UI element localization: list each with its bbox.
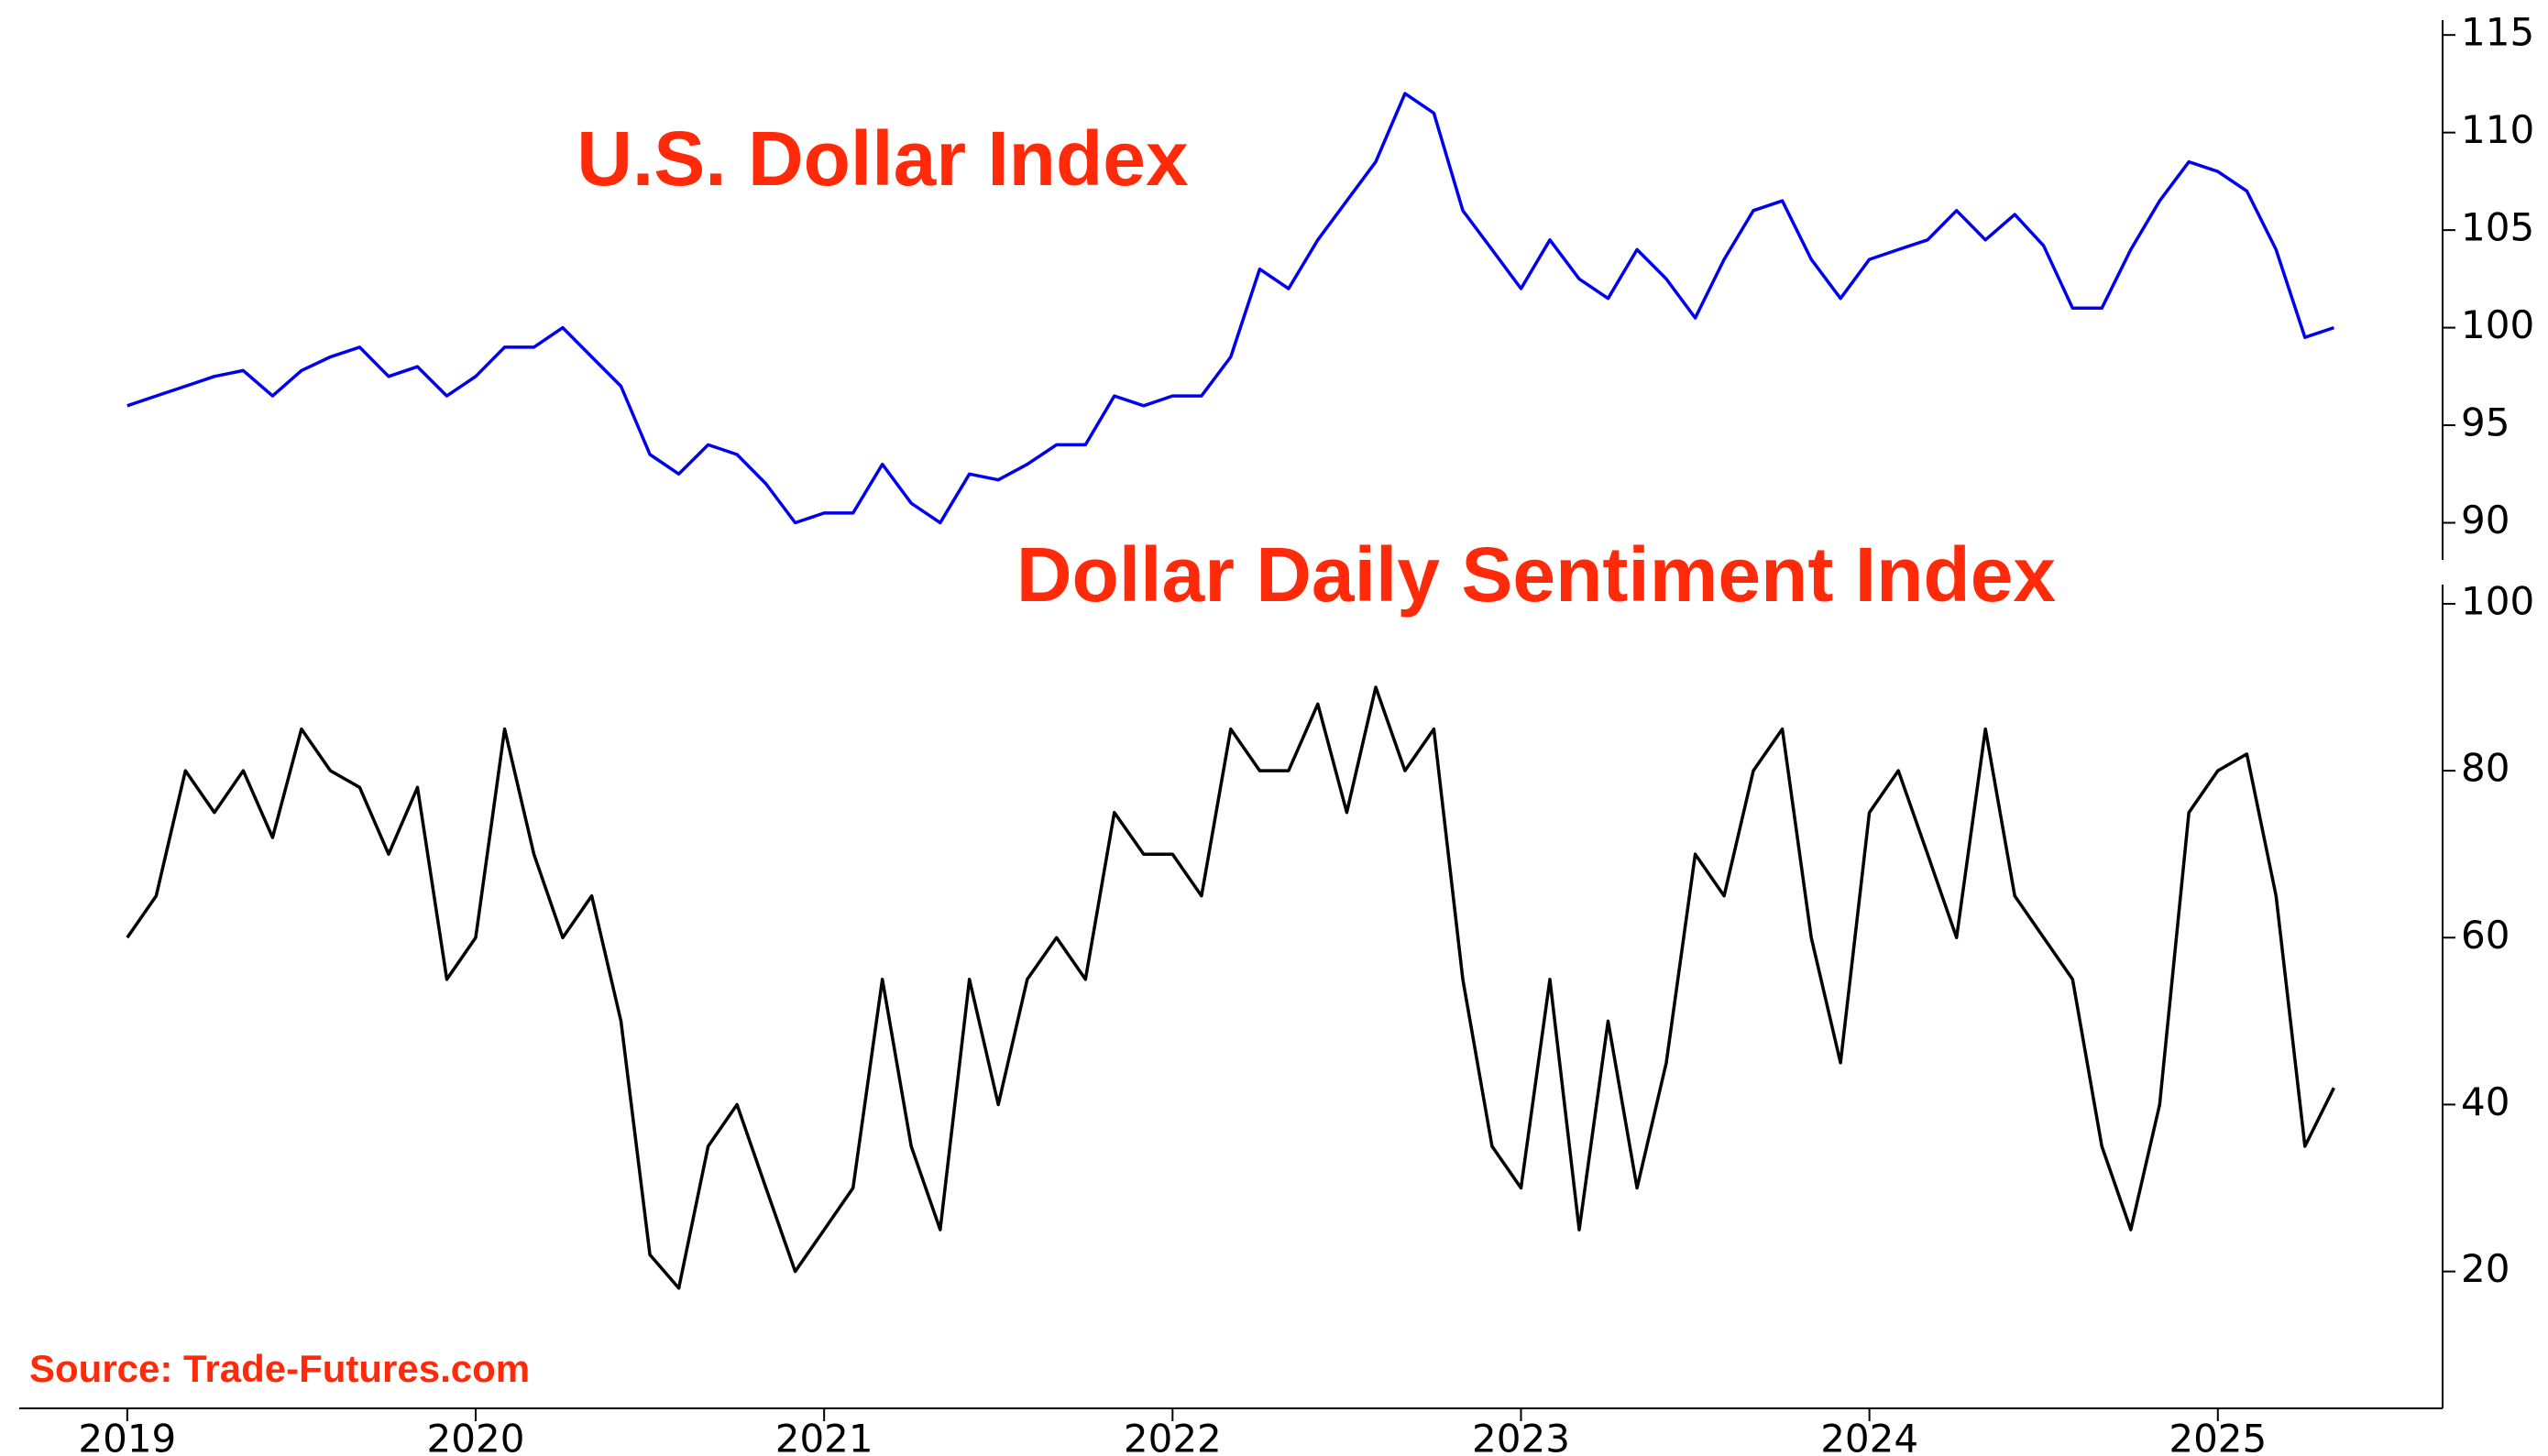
y-tick-label: 95 xyxy=(2461,400,2510,445)
y-tick-label: 20 xyxy=(2461,1246,2510,1291)
x-tick-label: 2024 xyxy=(1820,1417,1918,1456)
y-tick-label: 40 xyxy=(2461,1079,2510,1124)
x-tick-label: 2023 xyxy=(1472,1417,1570,1456)
y-tick-label: 100 xyxy=(2461,578,2534,623)
x-tick-label: 2025 xyxy=(2169,1417,2267,1456)
y-tick-label: 60 xyxy=(2461,913,2510,958)
y-tick-label: 90 xyxy=(2461,498,2510,542)
chart-title: Dollar Daily Sentiment Index xyxy=(1016,531,2057,618)
y-tick-label: 110 xyxy=(2461,107,2534,152)
y-tick-label: 100 xyxy=(2461,302,2534,347)
source-note: Source: Trade-Futures.com xyxy=(29,1347,530,1390)
y-tick-label: 105 xyxy=(2461,205,2534,250)
x-tick-label: 2019 xyxy=(78,1417,176,1456)
x-tick-label: 2022 xyxy=(1124,1417,1222,1456)
chart-title: U.S. Dollar Index xyxy=(577,115,1189,202)
x-tick-label: 2021 xyxy=(775,1417,873,1456)
data-line xyxy=(126,92,2334,525)
y-tick-label: 80 xyxy=(2461,746,2510,791)
data-line xyxy=(126,685,2335,1290)
x-tick-label: 2020 xyxy=(427,1417,525,1456)
y-tick-label: 115 xyxy=(2461,10,2534,55)
